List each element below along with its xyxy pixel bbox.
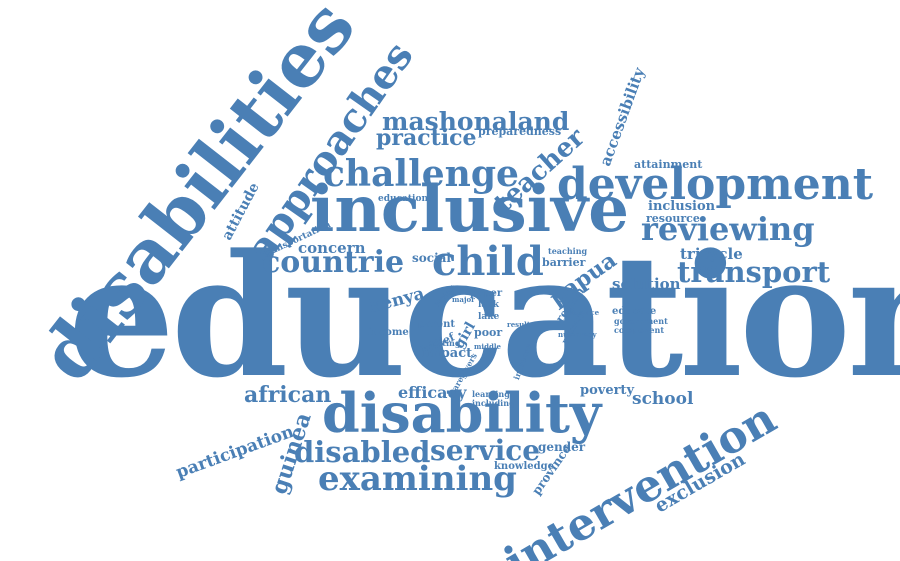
word-education: education <box>68 217 900 415</box>
word-service: service <box>430 434 541 467</box>
word-preparedness: preparedness <box>478 125 562 138</box>
word-educational: educational <box>378 194 438 204</box>
word-lack: lack <box>478 300 499 310</box>
word-concern: concern <box>298 239 366 257</box>
word-transport: transport <box>677 255 831 289</box>
word-major: major <box>452 295 475 304</box>
word-middle: middle <box>474 342 501 351</box>
word-reviewing: reviewing <box>641 210 815 248</box>
word-impact: impact <box>422 346 473 361</box>
word-disabled: disabled <box>294 435 431 469</box>
word-teaching: teaching <box>548 246 588 256</box>
word-lake: lake <box>478 312 500 322</box>
word-african: african <box>244 382 332 408</box>
word-tricycle: tricycle <box>680 245 743 263</box>
word-income: income <box>368 327 409 338</box>
word-poor: poor <box>474 326 503 339</box>
word-parent: parent <box>418 319 455 330</box>
word-barrier: barrier <box>542 256 586 269</box>
word-attainment: attainment <box>634 158 703 171</box>
word-government: government <box>614 316 668 326</box>
word-school: school <box>632 389 694 409</box>
word-accessibility: accessibility <box>596 65 649 169</box>
word-social: social <box>412 251 451 265</box>
word-resource: resource <box>646 212 700 225</box>
word-educate: educate <box>612 306 657 317</box>
word-learning: learning <box>472 389 510 399</box>
word-practice: practice <box>376 125 477 151</box>
word-including: including <box>472 398 515 408</box>
word-disability: disability <box>322 381 602 445</box>
word-efficacy: efficacy <box>398 383 467 402</box>
word-paper: paper <box>470 288 503 299</box>
word-component: component <box>614 325 665 335</box>
word-gender: gender <box>538 440 586 454</box>
word-solution: solution <box>612 275 681 293</box>
word-inclusion: inclusion <box>648 199 716 214</box>
word-poverty: poverty <box>580 383 634 398</box>
word-child: child <box>432 238 544 285</box>
word-inclusive: inclusive <box>310 172 629 247</box>
word-setting: setting <box>429 338 461 348</box>
word-mashonaland: mashonaland <box>382 107 570 136</box>
word-distance: distance <box>566 308 600 317</box>
word-development: development <box>557 159 874 210</box>
word-challenge: challenge <box>323 153 519 195</box>
word-result: result <box>507 320 531 329</box>
word-examining: examining <box>318 459 517 499</box>
word-countrie: countrie <box>262 245 405 280</box>
word-knowledge: knowledge <box>494 461 554 472</box>
word-numeracy: numeracy <box>558 330 597 339</box>
